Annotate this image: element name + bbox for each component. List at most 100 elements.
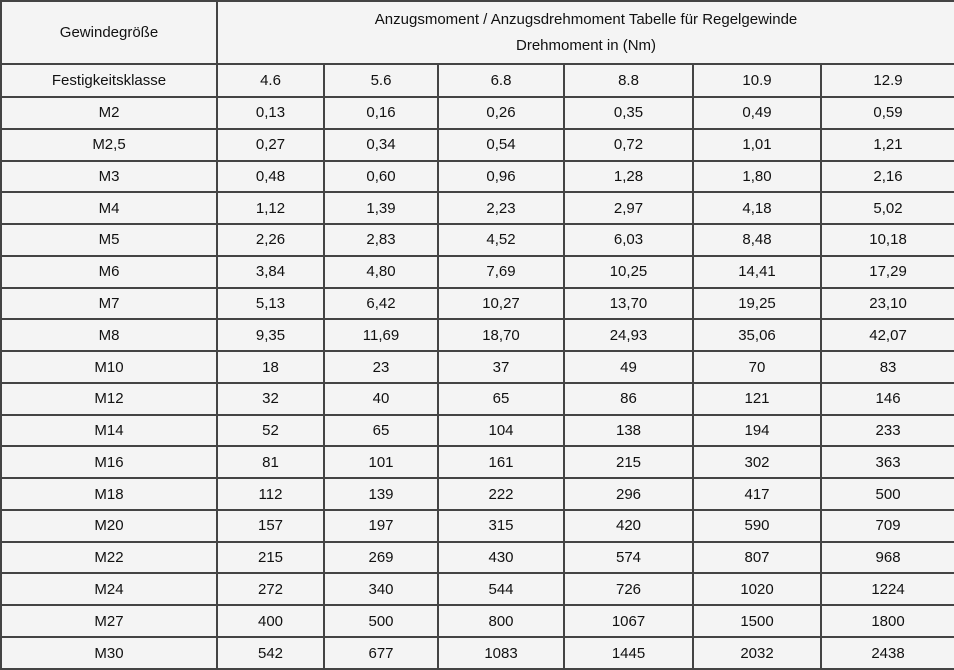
- table-row: M7 5,13 6,42 10,27 13,70 19,25 23,10: [0, 286, 954, 321]
- torque-value-cell: 5,02: [819, 191, 954, 226]
- torque-value-cell: 269: [323, 540, 439, 575]
- torque-value-cell: 70: [692, 350, 822, 384]
- thread-size-cell: M6: [0, 254, 218, 289]
- torque-value-cell: 222: [437, 477, 565, 511]
- torque-value-cell: 417: [692, 477, 822, 511]
- torque-value-cell: 2,97: [563, 191, 694, 226]
- strength-class-cell: 4.6: [216, 63, 325, 98]
- torque-value-cell: 0,48: [216, 159, 325, 194]
- torque-value-cell: 590: [692, 508, 822, 543]
- torque-value-cell: 157: [216, 508, 325, 543]
- table-row: M30 542 677 1083 1445 2032 2438: [0, 636, 954, 670]
- torque-value-cell: 42,07: [819, 318, 954, 353]
- torque-value-cell: 0,49: [692, 96, 822, 130]
- torque-value-cell: 1083: [437, 636, 565, 670]
- torque-value-cell: 101: [323, 445, 439, 480]
- torque-value-cell: 9,35: [216, 318, 325, 353]
- strength-class-cell: 6.8: [437, 63, 565, 98]
- torque-value-cell: 1020: [692, 572, 822, 607]
- thread-size-cell: M2: [0, 96, 218, 130]
- torque-value-cell: 146: [819, 381, 954, 416]
- table-row: M22 215 269 430 574 807 968: [0, 540, 954, 575]
- table-title-cell: Anzugsmoment / Anzugsdrehmoment Tabelle …: [215, 0, 954, 65]
- torque-value-cell: 1067: [563, 604, 694, 639]
- table-row: M14 52 65 104 138 194 233: [0, 413, 954, 448]
- torque-value-cell: 0,27: [216, 127, 325, 162]
- torque-value-cell: 112: [216, 477, 325, 511]
- thread-size-cell: M24: [0, 572, 218, 607]
- torque-value-cell: 340: [323, 572, 439, 607]
- torque-value-cell: 11,69: [323, 318, 439, 353]
- table-row: M2 0,13 0,16 0,26 0,35 0,49 0,59: [0, 96, 954, 130]
- torque-value-cell: 18: [216, 350, 325, 384]
- table-row: M10 18 23 37 49 70 83: [0, 350, 954, 384]
- torque-value-cell: 709: [819, 508, 954, 543]
- torque-value-cell: 430: [437, 540, 565, 575]
- torque-value-cell: 233: [819, 413, 954, 448]
- table-row: M8 9,35 11,69 18,70 24,93 35,06 42,07: [0, 318, 954, 353]
- torque-value-cell: 17,29: [819, 254, 954, 289]
- torque-value-cell: 0,26: [437, 96, 565, 130]
- torque-value-cell: 1800: [819, 604, 954, 639]
- torque-value-cell: 18,70: [437, 318, 565, 353]
- torque-value-cell: 726: [563, 572, 694, 607]
- thread-size-cell: M4: [0, 191, 218, 226]
- table-header-row: Gewindegröße Anzugsmoment / Anzugsdrehmo…: [0, 0, 954, 65]
- torque-value-cell: 81: [216, 445, 325, 480]
- torque-value-cell: 10,18: [819, 223, 954, 257]
- torque-value-cell: 65: [323, 413, 439, 448]
- torque-value-cell: 14,41: [692, 254, 822, 289]
- torque-value-cell: 10,25: [563, 254, 694, 289]
- torque-value-cell: 1,21: [819, 127, 954, 162]
- torque-value-cell: 0,13: [216, 96, 325, 130]
- thread-size-column-header: Gewindegröße: [0, 0, 218, 65]
- torque-value-cell: 35,06: [692, 318, 822, 353]
- torque-value-cell: 49: [563, 350, 694, 384]
- thread-size-cell: M20: [0, 508, 218, 543]
- torque-value-cell: 0,34: [323, 127, 439, 162]
- thread-size-cell: M18: [0, 477, 218, 511]
- torque-value-cell: 2438: [819, 636, 954, 670]
- torque-value-cell: 315: [437, 508, 565, 543]
- torque-value-cell: 86: [563, 381, 694, 416]
- torque-value-cell: 138: [563, 413, 694, 448]
- thread-size-cell: M16: [0, 445, 218, 480]
- torque-value-cell: 677: [323, 636, 439, 670]
- strength-class-cell: 10.9: [692, 63, 822, 98]
- torque-value-cell: 1,01: [692, 127, 822, 162]
- torque-value-cell: 161: [437, 445, 565, 480]
- torque-value-cell: 0,60: [323, 159, 439, 194]
- torque-value-cell: 83: [819, 350, 954, 384]
- torque-value-cell: 7,69: [437, 254, 565, 289]
- torque-value-cell: 0,35: [563, 96, 694, 130]
- torque-value-cell: 215: [563, 445, 694, 480]
- thread-size-cell: M7: [0, 286, 218, 321]
- strength-class-cell: 8.8: [563, 63, 694, 98]
- torque-value-cell: 1,28: [563, 159, 694, 194]
- torque-value-cell: 2,16: [819, 159, 954, 194]
- torque-value-cell: 3,84: [216, 254, 325, 289]
- torque-value-cell: 0,16: [323, 96, 439, 130]
- torque-value-cell: 0,54: [437, 127, 565, 162]
- table-row: M3 0,48 0,60 0,96 1,28 1,80 2,16: [0, 159, 954, 194]
- torque-value-cell: 0,96: [437, 159, 565, 194]
- torque-value-cell: 121: [692, 381, 822, 416]
- torque-value-cell: 6,42: [323, 286, 439, 321]
- torque-value-cell: 2,23: [437, 191, 565, 226]
- thread-size-cell: M12: [0, 381, 218, 416]
- table-row: M4 1,12 1,39 2,23 2,97 4,18 5,02: [0, 191, 954, 226]
- torque-value-cell: 807: [692, 540, 822, 575]
- torque-value-cell: 1500: [692, 604, 822, 639]
- torque-value-cell: 215: [216, 540, 325, 575]
- table-row: M12 32 40 65 86 121 146: [0, 381, 954, 416]
- torque-value-cell: 23,10: [819, 286, 954, 321]
- thread-size-cell: M2,5: [0, 127, 218, 162]
- table-row: M18 112 139 222 296 417 500: [0, 477, 954, 511]
- torque-value-cell: 1445: [563, 636, 694, 670]
- torque-value-cell: 23: [323, 350, 439, 384]
- torque-value-cell: 4,80: [323, 254, 439, 289]
- torque-value-cell: 10,27: [437, 286, 565, 321]
